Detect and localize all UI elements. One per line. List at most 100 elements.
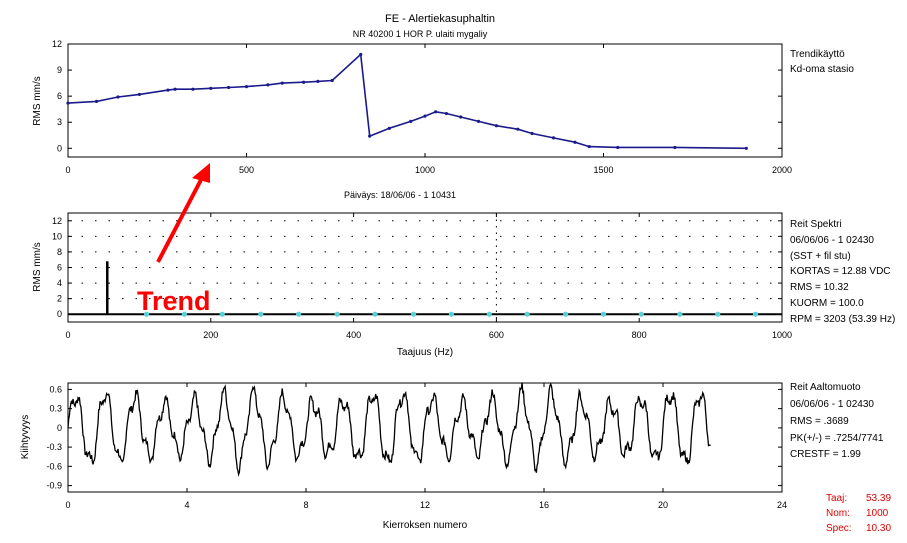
trend-point [330, 78, 334, 83]
spectrum-xtick-label-0: 0 [65, 330, 70, 340]
trend-point [209, 86, 213, 90]
spectrum-title: Päiväys: 18/06/06 - 1 10431 [344, 190, 456, 200]
trend-point [302, 80, 306, 84]
waveform-ytick-label-1: 0.3 [49, 404, 62, 414]
waveform-xtick-label-4: 16 [539, 500, 549, 510]
trend-panel: RMS mm/s 0 500 1000 1500 2000 0 3 6 9 12 Trendikä… [32, 39, 854, 175]
trend-plot-frame [67, 43, 783, 158]
trend-point [434, 110, 438, 114]
trend-xtick-label-4: 2000 [772, 165, 792, 175]
spectrum-harmonic-marker-4 [296, 311, 302, 317]
trend-point [744, 146, 748, 150]
waveform-xlabel: Kierroksen numero [383, 520, 468, 531]
trend-info-line-2: Kd-oma stasio [790, 64, 854, 75]
annotation-arrow-shaft [156, 175, 205, 263]
waveform-axis-ticks: 0 4 8 12 16 20 24 0.6 0.3 0 -0.3 -0.6 -0.9 [46, 383, 787, 510]
spectrum-info-line-5: RMS = 10.32 [790, 282, 849, 293]
trend-point [476, 119, 481, 123]
waveform-ytick-label-2: 0 [57, 423, 62, 433]
trend-point [444, 111, 449, 116]
footer-value-2: 1000 [866, 508, 889, 519]
trend-point [166, 88, 170, 92]
spectrum-info-line-2: 06/06/06 - 1 02430 [790, 235, 874, 246]
waveform-line [67, 382, 711, 477]
annotation-arrow-head [192, 163, 210, 183]
annotation-label: Trend [137, 286, 211, 316]
waveform-xtick-label-3: 12 [420, 500, 430, 510]
waveform-info-line-5: CRESTF = 1.99 [790, 449, 861, 460]
trend-point [280, 81, 284, 85]
spectrum-harmonic-marker-8 [448, 311, 455, 317]
trend-point [66, 101, 70, 105]
trend-point [94, 99, 99, 103]
spectrum-panel: Päiväys: 18/06/06 - 1 10431 RMS mm/s 0 20… [32, 190, 895, 358]
footer-label-2: Nom: [826, 508, 850, 519]
spectrum-ylabel: RMS mm/s [32, 242, 43, 291]
trend-ylabel: RMS mm/s [32, 76, 43, 125]
waveform-xtick-label-5: 20 [658, 500, 668, 510]
trend-point [227, 85, 231, 90]
waveform-xtick-label-2: 8 [303, 500, 308, 510]
spectrum-harmonic-marker-12 [600, 311, 607, 317]
trend-ytick-label-3: 9 [57, 65, 62, 75]
spectrum-info-line-6: KUORM = 100.0 [790, 298, 864, 309]
waveform-info-line-1: Reit Aaltomuoto [790, 382, 861, 393]
footer-label-3: Spec: [826, 523, 852, 534]
spectrum-ytick-label-2: 4 [57, 278, 62, 288]
trend-point [673, 145, 677, 150]
spectrum-harmonic-marker-2 [219, 311, 225, 317]
trend-ytick-label-1: 3 [57, 117, 62, 127]
trend-point [423, 114, 427, 118]
trend-point [173, 87, 177, 91]
trend-xtick-label-0: 0 [65, 165, 70, 175]
waveform-ytick-label-3: -0.3 [46, 442, 62, 452]
trend-xtick-label-3: 1500 [593, 165, 613, 175]
spectrum-harmonic-marker-7 [410, 311, 417, 317]
spectrum-harmonic-marker-1 [181, 311, 187, 317]
spectrum-harmonic-marker-10 [524, 311, 530, 317]
spectrum-harmonic-marker-11 [563, 311, 569, 317]
trend-line [67, 52, 747, 150]
trend-point [191, 87, 195, 91]
trend-point [530, 131, 534, 136]
trend-point [387, 126, 391, 130]
spectrum-harmonic-marker-15 [715, 311, 721, 317]
trend-point [551, 136, 556, 140]
trend-point [616, 145, 620, 150]
spectrum-ytick-label-4: 8 [57, 247, 62, 257]
spectrum-harmonic-marker-0 [143, 311, 150, 317]
spectrum-xtick-label-5: 1000 [772, 330, 792, 340]
spectrum-info-line-1: Reit Spektri [790, 219, 842, 230]
spectrum-info-line-7: RPM = 3203 (53.39 Hz) [790, 314, 895, 325]
report-title: FE - Alertiekasuphaltin [385, 13, 495, 25]
waveform-series [67, 382, 711, 477]
trend-point [316, 79, 320, 83]
waveform-ytick-label-4: -0.6 [46, 461, 62, 471]
spectrum-harmonic-marker-3 [258, 311, 264, 317]
spectrum-xlabel: Taajuus (Hz) [397, 347, 453, 358]
trend-point [587, 144, 591, 149]
trend-point [359, 52, 363, 57]
spectrum-series [68, 261, 782, 317]
trend-point [459, 115, 463, 119]
waveform-info-line-2: 06/06/06 - 1 02430 [790, 399, 874, 410]
footer-value-1: 53.39 [866, 493, 891, 504]
spectrum-info-line-3: (SST + fil stu) [790, 251, 851, 262]
spectrum-ytick-label-6: 12 [52, 216, 62, 226]
waveform-xtick-label-1: 4 [184, 500, 189, 510]
waveform-ylabel: Kiihtyvyys [20, 415, 31, 459]
spectrum-harmonic-marker-14 [677, 311, 683, 317]
trend-point [494, 124, 498, 128]
spectrum-xtick-label-1: 200 [203, 330, 218, 340]
trend-ytick-label-4: 12 [52, 39, 62, 49]
spectrum-harmonic-marker-5 [334, 311, 340, 317]
spectrum-xtick-label-3: 600 [489, 330, 504, 340]
footer-value-3: 10.30 [866, 523, 891, 534]
spectrum-xtick-label-4: 800 [632, 330, 647, 340]
trend-ytick-label-0: 0 [57, 143, 62, 153]
footer-readout: Taaj: 53.39 Nom: 1000 Spec: 10.30 [826, 493, 891, 534]
trend-point [573, 140, 577, 144]
waveform-ytick-label-0: 0.6 [49, 384, 62, 394]
